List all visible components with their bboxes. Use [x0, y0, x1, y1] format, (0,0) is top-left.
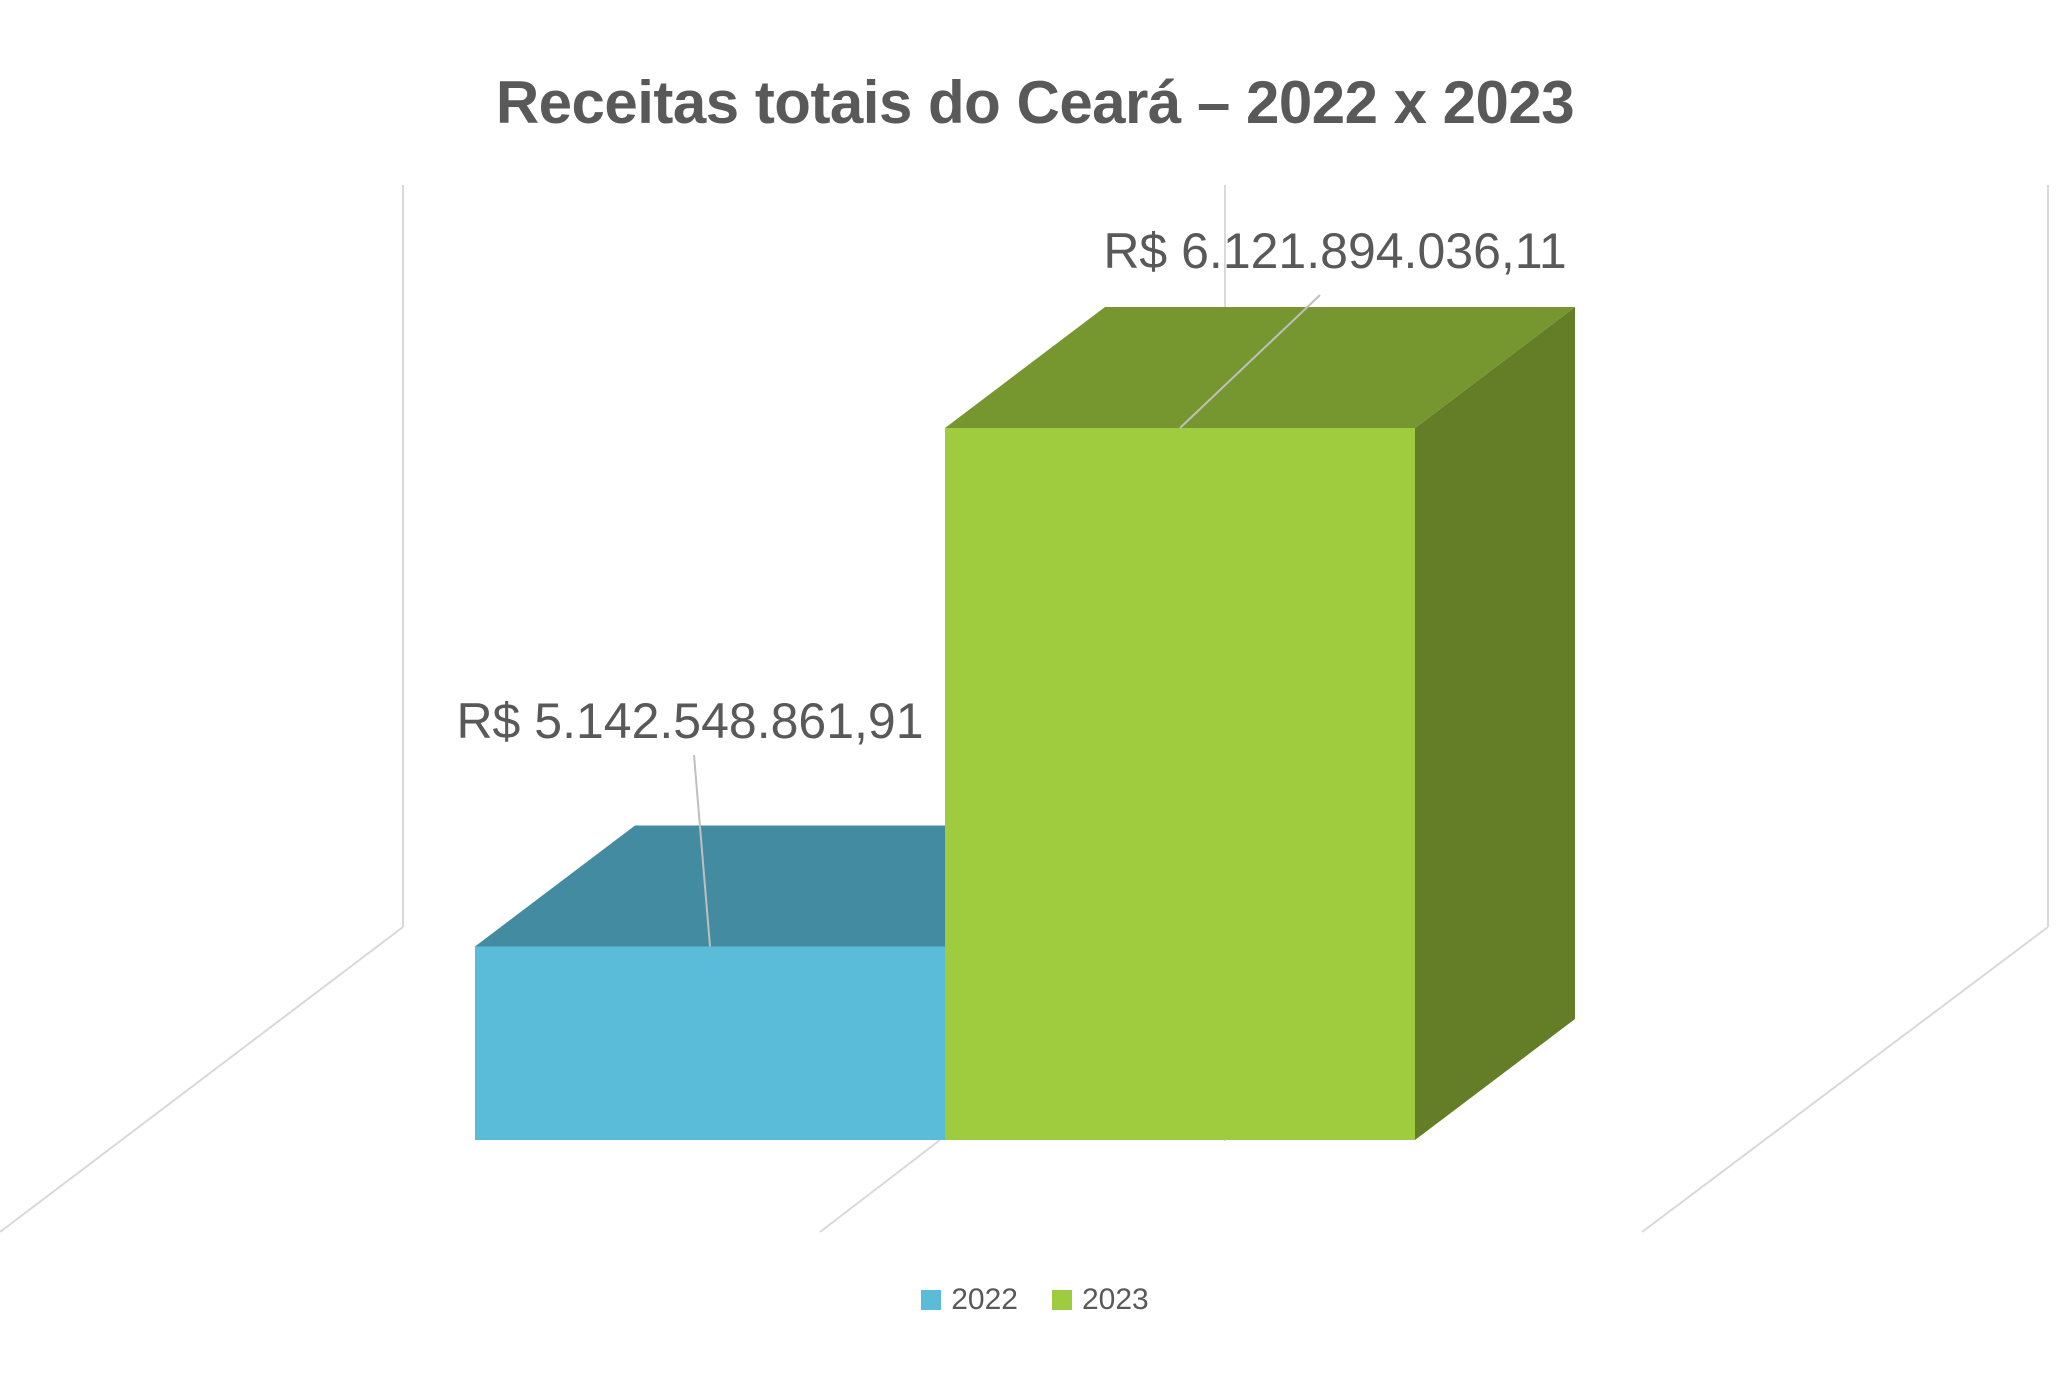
- legend-item-2023: 2023: [1052, 1283, 1149, 1317]
- labels-group: R$ 5.142.548.861,91 R$ 6.121.894.036,11: [456, 223, 1567, 947]
- bar-2023: [945, 307, 1575, 1140]
- data-label-2022: R$ 5.142.548.861,91: [456, 693, 923, 749]
- bars-group: [475, 307, 1575, 1140]
- legend-swatch: [921, 1290, 942, 1310]
- bar-front-2023: [945, 428, 1415, 1140]
- legend-label: 2022: [951, 1283, 1018, 1316]
- legend: 2022 2023: [0, 1283, 2070, 1317]
- bar-side-2023: [1415, 307, 1575, 1140]
- bar-top-2023: [945, 307, 1575, 428]
- floor-line: [1641, 926, 2049, 1233]
- data-label-2023: R$ 6.121.894.036,11: [1103, 223, 1566, 279]
- legend-swatch: [1052, 1290, 1072, 1310]
- legend-item-2022: 2022: [921, 1283, 1018, 1317]
- bar-front-2022: [475, 946, 945, 1140]
- floor-line: [819, 1139, 941, 1233]
- leader-line-2023: [1179, 294, 1321, 429]
- floor-line: [0, 926, 404, 1233]
- chart-title: Receitas totais do Ceará – 2022 x 2023: [495, 69, 1575, 136]
- leader-line-2022: [693, 754, 711, 947]
- legend-label: 2023: [1082, 1283, 1149, 1316]
